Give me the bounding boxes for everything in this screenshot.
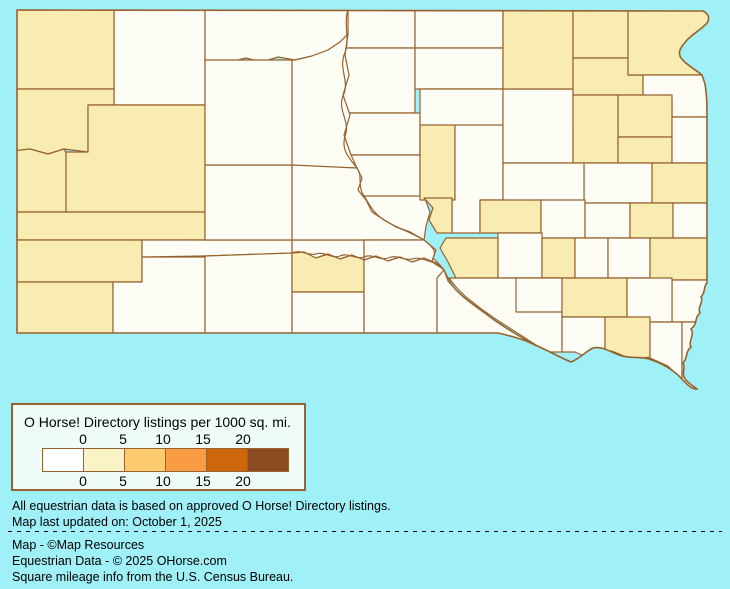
legend-tick-label: 0 [79,473,87,489]
legend-tick-label: 20 [235,473,251,489]
footnote-data-source: All equestrian data is based on approved… [12,499,391,513]
legend-tick-label: 0 [79,431,87,447]
county-turner[interactable] [626,277,673,323]
county-edmunds[interactable] [414,47,504,90]
county-custer[interactable] [12,239,143,283]
legend-swatch-1 [83,448,125,472]
county-haakon[interactable] [204,164,293,241]
state-border [16,9,710,390]
county-mccook[interactable] [607,237,651,279]
county-todd[interactable] [291,291,365,339]
county-perkins[interactable] [113,6,206,106]
county-aurora[interactable] [497,232,543,279]
county-pennington[interactable] [12,211,206,241]
county-buffalo[interactable] [423,197,453,234]
county-moody[interactable] [672,202,716,239]
county-mellette[interactable] [291,251,365,293]
county-campbell[interactable] [339,6,416,49]
legend-swatch-4 [206,448,248,472]
legend-ticks-bottom: 0 5 10 15 20 [63,473,263,489]
county-roberts[interactable] [627,6,716,76]
credit-census: Square mileage info from the U.S. Census… [12,570,294,584]
dashed-separator [8,531,722,532]
legend-box: O Horse! Directory listings per 1000 sq.… [11,403,306,491]
county-kingsbury[interactable] [583,162,653,204]
county-harding[interactable] [12,6,115,90]
legend-tick-label: 10 [155,431,171,447]
county-deuel[interactable] [671,116,716,164]
county-lawrence[interactable] [12,148,67,213]
county-marshall[interactable] [572,6,629,59]
sd-map-svg [12,6,716,390]
county-hanson[interactable] [574,237,609,279]
county-clark[interactable] [572,94,619,164]
legend-tick-label: 5 [119,431,127,447]
legend-tick-label: 5 [119,473,127,489]
credit-map-resources: Map - ©Map Resources [12,538,145,552]
county-dewey[interactable] [291,33,358,169]
county-tripp[interactable] [363,255,445,339]
legend-swatch-5 [247,448,289,472]
river-line-0 [341,10,527,341]
county-douglas[interactable] [515,277,563,313]
county-lake[interactable] [629,202,674,239]
county-ziebach[interactable] [204,59,293,166]
county-davison[interactable] [541,237,576,279]
county-walworth[interactable] [339,47,416,114]
legend-swatch-bar [42,448,289,472]
county-sanborn[interactable] [540,199,586,239]
county-minnehaha[interactable] [649,237,716,281]
legend-title: O Horse! Directory listings per 1000 sq.… [24,414,291,430]
legend-tick-label: 15 [195,431,211,447]
county-beadle[interactable] [502,162,585,204]
legend-swatch-0 [42,448,84,472]
county-jerauld[interactable] [479,199,542,234]
legend-tick-label: 10 [155,473,171,489]
county-lincoln[interactable] [671,279,716,323]
legend-swatch-2 [124,448,166,472]
county-bon-homme[interactable] [561,316,606,357]
county-brule[interactable] [439,237,499,279]
county-fall-river[interactable] [12,281,114,339]
river-line-1 [291,251,445,271]
county-hutchinson[interactable] [561,277,628,318]
legend-tick-label: 15 [195,473,211,489]
legend-tick-label: 20 [235,431,251,447]
county-mcpherson[interactable] [414,6,504,49]
county-hyde[interactable] [419,124,456,201]
county-miner[interactable] [584,202,631,239]
county-potter[interactable] [339,112,421,156]
legend-ticks-top: 0 5 10 15 20 [63,431,263,447]
county-spink[interactable] [502,88,574,164]
county-brown[interactable] [502,6,574,90]
county-clay[interactable] [649,321,683,381]
credit-ohorse: Equestrian Data - © 2025 OHorse.com [12,554,227,568]
legend-swatch-3 [165,448,207,472]
county-codington[interactable] [617,94,673,138]
county-hamlin[interactable] [617,136,673,164]
footnote-last-updated: Map last updated on: October 1, 2025 [12,515,222,529]
county-bennett[interactable] [204,252,293,339]
